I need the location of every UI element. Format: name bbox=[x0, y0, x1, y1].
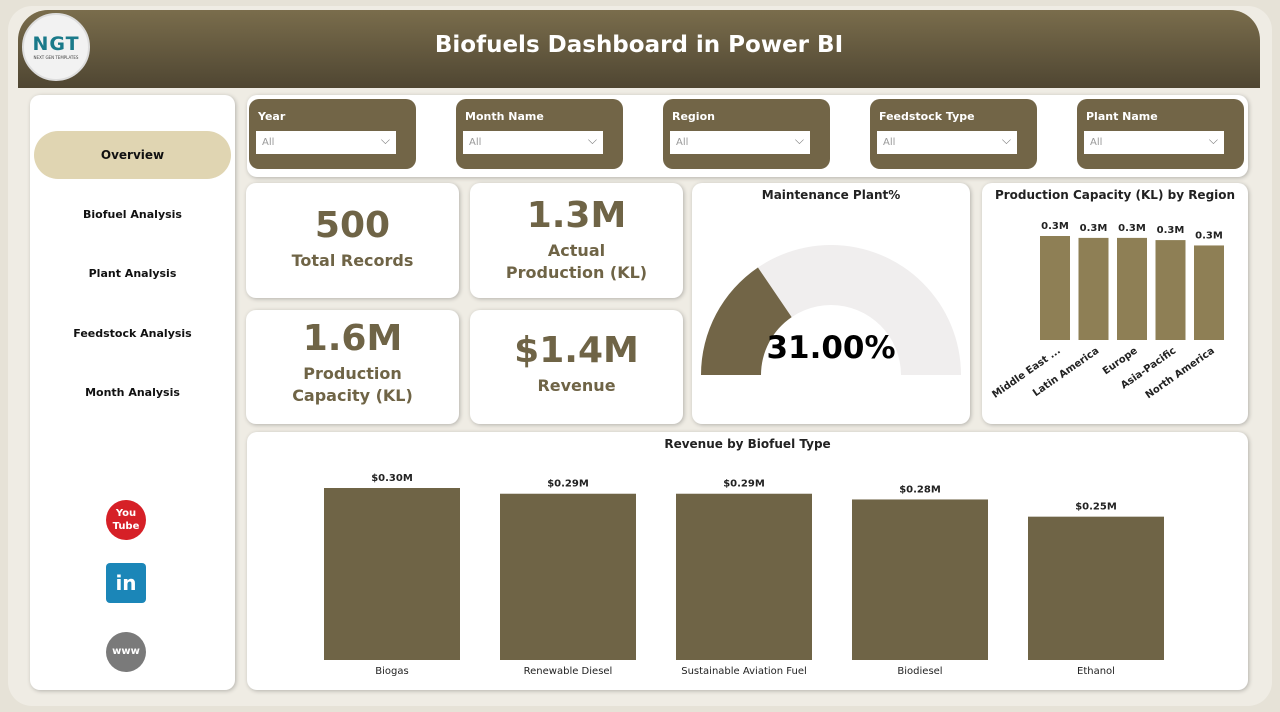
bar bbox=[852, 499, 988, 660]
sidebar: Overview Biofuel Analysis Plant Analysis… bbox=[30, 95, 235, 690]
bar bbox=[1194, 245, 1224, 340]
bar bbox=[500, 493, 636, 660]
filter-plant: Plant Name All ⌵ bbox=[1077, 99, 1244, 169]
chevron-down-icon: ⌵ bbox=[587, 133, 597, 147]
kpi-value: 1.6M bbox=[302, 318, 403, 359]
category-label: North America bbox=[1144, 345, 1217, 401]
nav-feedstock-analysis[interactable]: Feedstock Analysis bbox=[73, 327, 192, 340]
dropdown-value: All bbox=[883, 137, 896, 148]
filter-label: Plant Name bbox=[1086, 110, 1158, 123]
region-dropdown[interactable]: All ⌵ bbox=[670, 131, 810, 154]
data-label: 0.3M bbox=[1157, 225, 1185, 236]
filter-label: Year bbox=[258, 110, 286, 123]
data-label: $0.30M bbox=[371, 473, 413, 484]
feedstock-dropdown[interactable]: All ⌵ bbox=[877, 131, 1017, 154]
data-label: 0.3M bbox=[1080, 223, 1108, 234]
gauge-title: Maintenance Plant% bbox=[761, 188, 901, 202]
data-label: $0.28M bbox=[899, 484, 941, 495]
region-chart: 0.3M Middle East ... 0.3M Latin America 0.3M… bbox=[990, 221, 1224, 401]
data-label: 0.3M bbox=[1195, 230, 1223, 241]
dropdown-value: All bbox=[676, 137, 689, 148]
filter-label: Month Name bbox=[465, 110, 544, 123]
nav-overview[interactable]: Overview bbox=[34, 131, 231, 179]
gauge-card: Maintenance Plant% 31.00% bbox=[692, 183, 970, 424]
kpi-value: $1.4M bbox=[514, 330, 639, 371]
header: Biofuels Dashboard in Power BI bbox=[18, 10, 1260, 88]
dropdown-value: All bbox=[1090, 137, 1103, 148]
bar bbox=[1040, 236, 1070, 340]
gauge-fill bbox=[701, 267, 792, 375]
bar bbox=[324, 488, 460, 660]
youtube-icon[interactable]: You Tube bbox=[106, 500, 146, 540]
logo-subtext: NEXT GEN TEMPLATES bbox=[33, 55, 79, 60]
nav-month-analysis[interactable]: Month Analysis bbox=[85, 386, 180, 399]
filter-label: Feedstock Type bbox=[879, 110, 975, 123]
dropdown-value: All bbox=[469, 137, 482, 148]
kpi-value: 500 bbox=[314, 205, 391, 246]
category-label: Ethanol bbox=[1077, 666, 1115, 677]
category-label: Renewable Diesel bbox=[524, 666, 613, 677]
chart-title: Revenue by Biofuel Type bbox=[664, 437, 831, 451]
kpi-actual-production: 1.3M Actual Production (KL) bbox=[470, 183, 683, 298]
globe-icon[interactable]: www bbox=[106, 632, 146, 672]
kpi-label: Actual Production (KL) bbox=[505, 241, 648, 282]
chart-title: Production Capacity (KL) by Region bbox=[994, 188, 1236, 202]
chevron-down-icon: ⌵ bbox=[380, 133, 390, 147]
page-title: Biofuels Dashboard in Power BI bbox=[434, 32, 844, 58]
category-label: Biodiesel bbox=[897, 666, 942, 677]
dropdown-value: All bbox=[262, 137, 275, 148]
kpi-label: Revenue bbox=[537, 376, 616, 395]
data-label: 0.3M bbox=[1041, 221, 1069, 232]
chevron-down-icon: ⌵ bbox=[794, 133, 804, 147]
plant-dropdown[interactable]: All ⌵ bbox=[1084, 131, 1224, 154]
bar bbox=[1078, 237, 1109, 340]
filter-panel: Year All ⌵ Month Name All ⌵ Region All ⌵ Feeds… bbox=[247, 95, 1248, 177]
data-label: $0.25M bbox=[1075, 502, 1117, 513]
year-dropdown[interactable]: All ⌵ bbox=[256, 131, 396, 154]
kpi-value: 1.3M bbox=[526, 195, 627, 236]
chevron-down-icon: ⌵ bbox=[1208, 133, 1218, 147]
kpi-total-records: 500 Total Records bbox=[246, 183, 459, 298]
nav-biofuel-analysis[interactable]: Biofuel Analysis bbox=[83, 208, 182, 221]
kpi-label: Production Capacity (KL) bbox=[292, 364, 413, 405]
revenue-chart: $0.30M Biogas $0.29M Renewable Diesel $0.29M… bbox=[324, 473, 1164, 677]
filter-month: Month Name All ⌵ bbox=[456, 99, 623, 169]
category-label: Biogas bbox=[375, 666, 408, 677]
linkedin-icon[interactable]: in bbox=[106, 563, 146, 603]
kpi-production-capacity: 1.6M Production Capacity (KL) bbox=[246, 310, 459, 424]
category-label: Latin America bbox=[1031, 345, 1101, 399]
bar bbox=[1028, 516, 1164, 660]
filter-region: Region All ⌵ bbox=[663, 99, 830, 169]
chevron-down-icon: ⌵ bbox=[1001, 133, 1011, 147]
data-label: $0.29M bbox=[723, 479, 765, 490]
kpi-revenue: $1.4M Revenue bbox=[470, 310, 683, 424]
filter-feedstock: Feedstock Type All ⌵ bbox=[870, 99, 1037, 169]
filter-year: Year All ⌵ bbox=[249, 99, 416, 169]
revenue-chart-card: Revenue by Biofuel Type $0.30M Biogas $0.2… bbox=[247, 432, 1248, 690]
month-dropdown[interactable]: All ⌵ bbox=[463, 131, 603, 154]
nav-plant-analysis[interactable]: Plant Analysis bbox=[88, 267, 177, 280]
bar bbox=[1117, 237, 1147, 340]
kpi-label: Total Records bbox=[291, 251, 414, 270]
category-label: Sustainable Aviation Fuel bbox=[681, 666, 807, 677]
data-label: 0.3M bbox=[1118, 223, 1146, 234]
gauge-value: 31.00% bbox=[766, 330, 895, 366]
region-chart-card: Production Capacity (KL) by Region 0.3M M… bbox=[982, 183, 1248, 424]
bar bbox=[1155, 240, 1186, 340]
filter-label: Region bbox=[672, 110, 715, 123]
bar bbox=[676, 493, 812, 660]
logo-text: NGT bbox=[32, 33, 80, 55]
logo: NGT NEXT GEN TEMPLATES bbox=[22, 13, 90, 81]
data-label: $0.29M bbox=[547, 479, 589, 490]
category-label: Middle East ... bbox=[990, 345, 1062, 400]
